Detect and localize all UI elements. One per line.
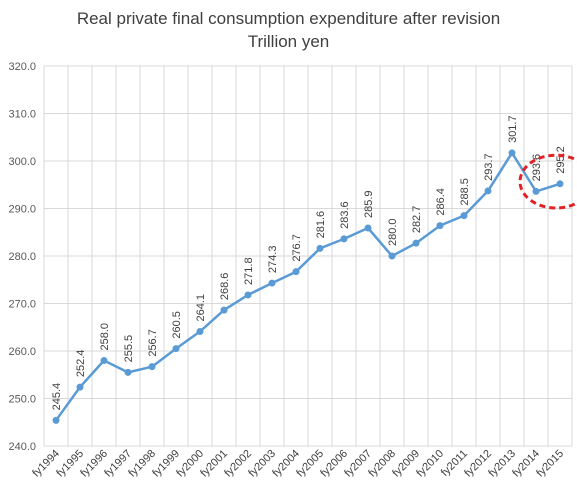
data-label: 295.2	[555, 146, 567, 174]
x-tick-label: fy2015	[534, 448, 566, 480]
data-point	[292, 268, 300, 276]
data-label: 264.1	[195, 294, 207, 322]
data-label: 256.7	[147, 329, 159, 357]
chart-subtitle: Trillion yen	[247, 32, 330, 51]
y-tick-label: 270.0	[8, 299, 36, 311]
data-label: 288.5	[459, 178, 471, 206]
data-point	[316, 244, 324, 252]
data-point	[388, 252, 396, 260]
data-point	[244, 291, 252, 299]
data-point	[172, 345, 180, 353]
y-tick-label: 320.0	[8, 61, 36, 73]
data-label: 293.7	[483, 153, 495, 181]
data-point	[364, 224, 372, 232]
data-point	[100, 357, 108, 364]
y-tick-label: 250.0	[8, 394, 36, 406]
data-point	[340, 235, 348, 243]
data-label: 282.7	[411, 206, 423, 234]
y-tick-label: 300.0	[8, 156, 36, 168]
x-tick-label: fy2010	[414, 448, 446, 480]
data-label: 280.0	[387, 218, 399, 246]
data-point	[52, 416, 60, 424]
data-point	[556, 180, 564, 188]
data-label: 285.9	[363, 190, 375, 218]
data-point	[436, 222, 444, 230]
y-tick-label: 260.0	[8, 346, 36, 358]
data-point	[196, 328, 204, 336]
y-tick-label: 280.0	[8, 251, 36, 263]
data-label: 276.7	[291, 234, 303, 262]
data-point	[484, 187, 492, 195]
data-label: 281.6	[315, 211, 327, 239]
data-label: 252.4	[75, 350, 87, 378]
data-label: 274.3	[267, 246, 279, 274]
data-point	[412, 239, 420, 247]
series-line	[54, 151, 561, 422]
data-point	[532, 187, 540, 195]
data-label: 255.5	[123, 335, 135, 363]
data-point	[268, 279, 276, 287]
data-point	[148, 363, 156, 371]
data-point	[508, 149, 516, 157]
y-tick-label: 310.0	[8, 109, 36, 121]
y-tick-label: 240.0	[8, 441, 36, 453]
data-point	[460, 212, 468, 220]
data-point	[76, 383, 84, 391]
data-label: 268.6	[219, 273, 231, 301]
data-label: 245.4	[51, 383, 63, 411]
data-label: 301.7	[507, 115, 519, 143]
y-tick-label: 290.0	[8, 204, 36, 216]
data-label: 283.6	[339, 201, 351, 229]
chart-title: Real private final consumption expenditu…	[76, 9, 501, 28]
data-label: 286.4	[435, 188, 447, 216]
data-label: 258.0	[99, 323, 111, 351]
data-point	[124, 368, 132, 376]
data-label: 260.5	[171, 311, 183, 339]
data-label: 271.8	[243, 257, 255, 285]
data-point	[220, 306, 228, 314]
